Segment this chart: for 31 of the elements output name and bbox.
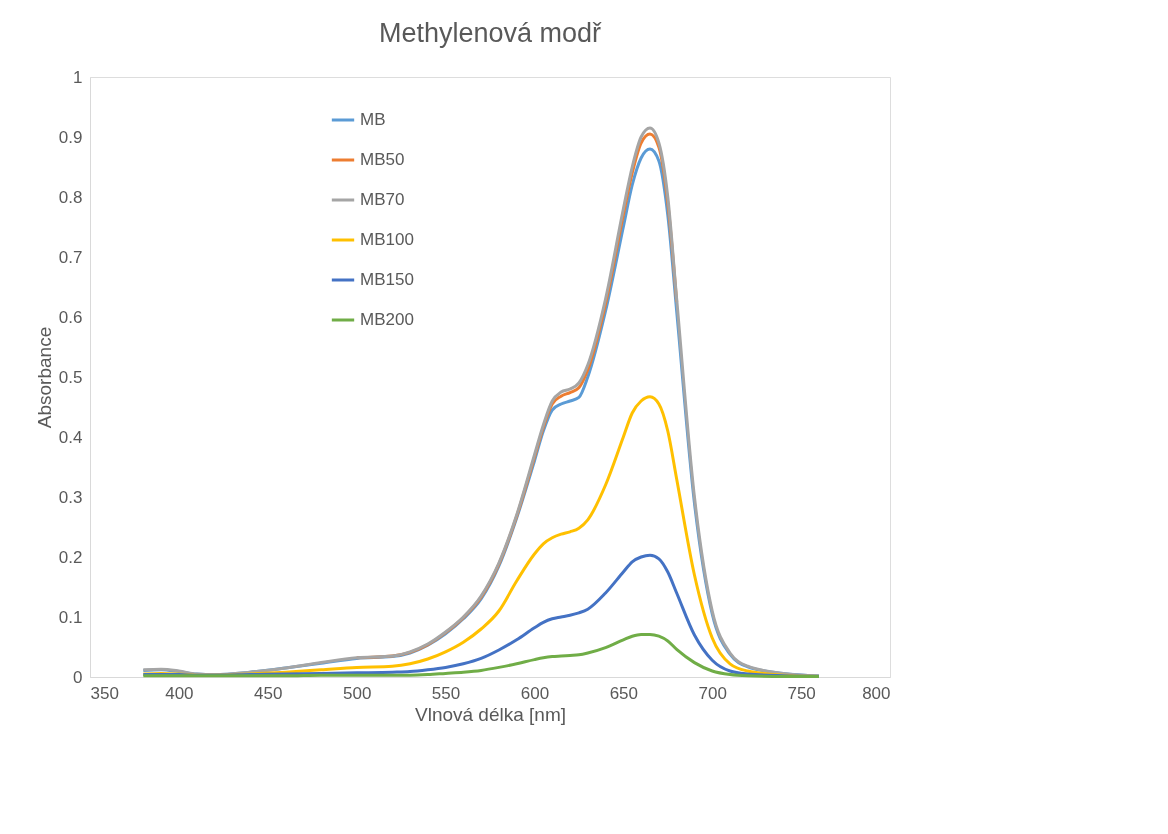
y-tick-label: 0.4: [58, 427, 83, 447]
y-tick-label: 0.2: [58, 547, 83, 567]
chart-title: Methylenová modř: [378, 18, 603, 48]
x-tick-label: 550: [431, 683, 461, 703]
x-tick-label: 650: [609, 683, 639, 703]
legend-label: MB: [360, 110, 386, 129]
x-tick-label: 700: [698, 683, 727, 703]
y-tick-label: 0.5: [58, 367, 83, 387]
x-tick-label: 600: [520, 683, 550, 703]
y-tick-label: 0.6: [58, 307, 83, 327]
x-tick-label: 500: [342, 683, 372, 703]
x-tick-label: 350: [90, 683, 119, 703]
legend-label: MB200: [360, 310, 414, 329]
y-tick-label: 0.1: [58, 607, 83, 627]
line-series: [141, 632, 821, 678]
x-tick-label: 400: [165, 683, 194, 703]
legend-label: MB50: [360, 150, 405, 169]
y-axis-title: Absorbance: [33, 326, 55, 429]
x-axis-title: Vlnová délka [nm]: [414, 703, 567, 725]
x-tick-label: 750: [787, 683, 816, 703]
y-tick-label: 0.7: [58, 247, 83, 267]
legend-label: MB100: [360, 230, 414, 249]
y-tick-label: 0.8: [58, 187, 83, 207]
y-tick-label: 0.9: [58, 127, 83, 147]
legend-label: MB150: [360, 270, 414, 289]
legend-label: MB70: [360, 190, 405, 209]
y-tick-label: 1: [73, 67, 83, 87]
y-tick-label: 0: [73, 667, 83, 687]
x-tick-label: 800: [862, 683, 891, 703]
y-tick-label: 0.3: [58, 487, 83, 507]
x-tick-label: 450: [254, 683, 283, 703]
